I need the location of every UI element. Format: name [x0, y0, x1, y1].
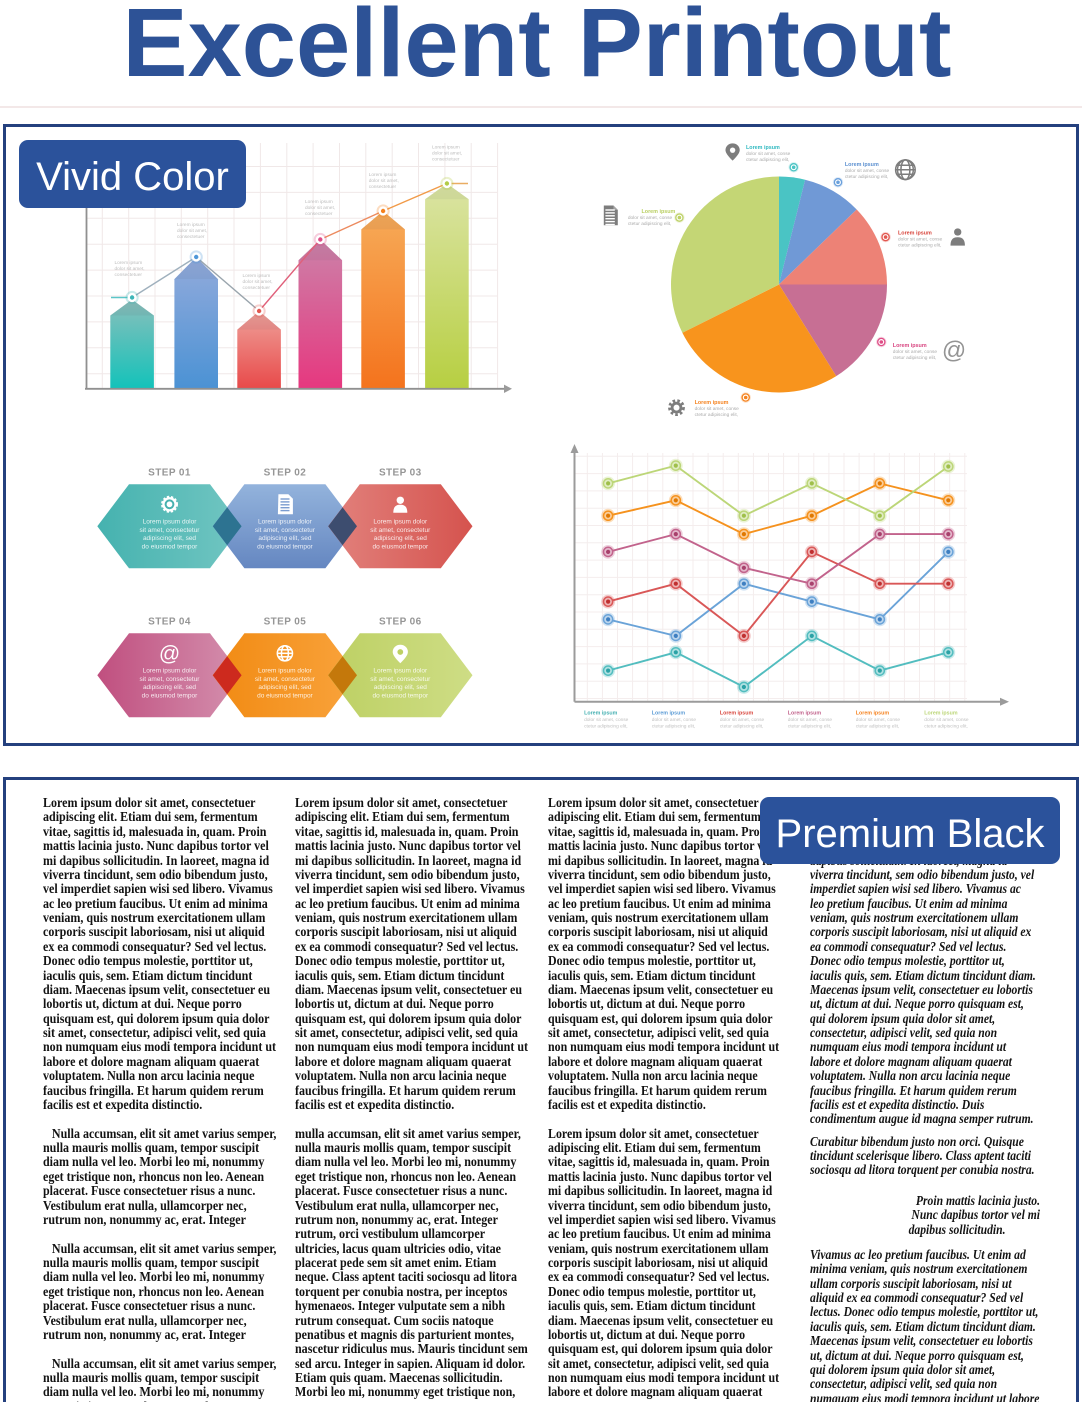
svg-text:adipiscing elit, sed: adipiscing elit, sed: [374, 535, 427, 542]
svg-text:dolor sit amet, conse: dolor sit amet, conse: [924, 717, 969, 723]
svg-text:Lorem ipsum: Lorem ipsum: [856, 711, 890, 717]
svg-text:dolor sit amet, conse: dolor sit amet, conse: [695, 406, 740, 412]
svg-text:dolor sit amet, conse: dolor sit amet, conse: [788, 717, 833, 723]
svg-text:dolor sit amet, conse: dolor sit amet, conse: [652, 717, 697, 723]
svg-text:sit amet, consectetur: sit amet, consectetur: [140, 676, 201, 683]
svg-text:consectetuer: consectetuer: [115, 272, 143, 278]
svg-text:Lorem ipsum: Lorem ipsum: [893, 343, 927, 349]
svg-text:dolor sit amet, conse: dolor sit amet, conse: [893, 349, 938, 355]
svg-text:sit amet, consectetur: sit amet, consectetur: [255, 527, 316, 534]
svg-text:Lorem ipsum: Lorem ipsum: [243, 273, 271, 279]
svg-text:ctetur adipiscing elit,: ctetur adipiscing elit,: [788, 724, 831, 730]
svg-text:STEP 06: STEP 06: [379, 617, 422, 628]
svg-text:STEP 05: STEP 05: [264, 617, 307, 628]
svg-text:adipiscing elit, sed: adipiscing elit, sed: [374, 684, 427, 691]
svg-text:Lorem ipsum dolor: Lorem ipsum dolor: [258, 668, 313, 675]
svg-text:do eiusmod tempor: do eiusmod tempor: [257, 544, 313, 551]
svg-text:dolor sit amet, conse: dolor sit amet, conse: [720, 717, 765, 723]
svg-text:sit amet, consectetur: sit amet, consectetur: [370, 527, 431, 534]
svg-text:consectetuer: consectetuer: [243, 285, 271, 291]
svg-text:ctetur adipiscing elit,: ctetur adipiscing elit,: [746, 157, 789, 163]
svg-text:ctetur adipiscing elit,: ctetur adipiscing elit,: [628, 221, 671, 227]
svg-text:adipiscing elit, sed: adipiscing elit, sed: [258, 535, 311, 542]
svg-text:Lorem ipsum: Lorem ipsum: [305, 199, 333, 205]
svg-text:Lorem ipsum: Lorem ipsum: [584, 711, 618, 717]
svg-text:Lorem ipsum dolor: Lorem ipsum dolor: [143, 519, 198, 526]
svg-text:dolor sit amet,: dolor sit amet,: [305, 205, 335, 211]
svg-text:ctetur adipiscing elit,: ctetur adipiscing elit,: [845, 174, 888, 180]
svg-text:dolor sit amet,: dolor sit amet,: [115, 266, 145, 272]
svg-text:Lorem ipsum: Lorem ipsum: [369, 172, 397, 178]
svg-text:Lorem ipsum dolor: Lorem ipsum dolor: [373, 668, 428, 675]
svg-text:ctetur adipiscing elit,: ctetur adipiscing elit,: [720, 724, 763, 730]
svg-text:dolor sit amet,: dolor sit amet,: [432, 151, 462, 157]
svg-text:do eiusmod tempor: do eiusmod tempor: [372, 544, 428, 551]
svg-text:sit amet, consectetur: sit amet, consectetur: [140, 527, 201, 534]
svg-text:do eiusmod tempor: do eiusmod tempor: [142, 693, 198, 700]
svg-text:STEP 01: STEP 01: [148, 468, 191, 479]
svg-text:STEP 03: STEP 03: [379, 468, 422, 479]
svg-text:Lorem ipsum: Lorem ipsum: [720, 711, 754, 717]
svg-text:STEP 02: STEP 02: [264, 468, 307, 479]
svg-text:Lorem ipsum: Lorem ipsum: [845, 162, 879, 168]
svg-text:dolor sit amet, conse: dolor sit amet, conse: [856, 717, 901, 723]
svg-text:Lorem ipsum dolor: Lorem ipsum dolor: [143, 668, 198, 675]
svg-text:Lorem ipsum: Lorem ipsum: [746, 145, 780, 151]
svg-text:sit amet, consectetur: sit amet, consectetur: [370, 676, 431, 683]
svg-text:ctetur adipiscing elit,: ctetur adipiscing elit,: [695, 412, 738, 418]
svg-text:dolor sit amet, conse: dolor sit amet, conse: [845, 168, 890, 174]
svg-text:do eiusmod tempor: do eiusmod tempor: [372, 693, 428, 700]
svg-text:do eiusmod tempor: do eiusmod tempor: [142, 544, 198, 551]
svg-text:sit amet, consectetur: sit amet, consectetur: [255, 676, 316, 683]
svg-text:Lorem ipsum: Lorem ipsum: [695, 400, 729, 406]
svg-text:Lorem ipsum: Lorem ipsum: [652, 711, 686, 717]
svg-text:dolor sit amet, conse: dolor sit amet, conse: [584, 717, 629, 723]
svg-text:consectetuer: consectetuer: [369, 184, 397, 190]
svg-text:ctetur adipiscing elit,: ctetur adipiscing elit,: [893, 355, 936, 361]
svg-text:ctetur adipiscing elit,: ctetur adipiscing elit,: [924, 724, 967, 730]
svg-text:Lorem ipsum: Lorem ipsum: [898, 231, 932, 237]
svg-text:dolor sit amet, conse: dolor sit amet, conse: [746, 151, 791, 157]
svg-text:ctetur adipiscing elit,: ctetur adipiscing elit,: [856, 724, 899, 730]
svg-text:STEP 04: STEP 04: [148, 617, 191, 628]
svg-text:Lorem ipsum: Lorem ipsum: [788, 711, 822, 717]
svg-text:consectetuer: consectetuer: [177, 234, 205, 240]
svg-text:dolor sit amet, conse: dolor sit amet, conse: [898, 237, 943, 243]
svg-text:adipiscing elit, sed: adipiscing elit, sed: [143, 684, 196, 691]
svg-text:@: @: [159, 642, 180, 665]
svg-text:Lorem ipsum: Lorem ipsum: [115, 260, 143, 266]
svg-text:consectetuer: consectetuer: [432, 157, 460, 163]
svg-text:Lorem ipsum: Lorem ipsum: [177, 222, 205, 228]
svg-text:dolor sit amet,: dolor sit amet,: [243, 279, 273, 285]
svg-text:adipiscing elit, sed: adipiscing elit, sed: [143, 535, 196, 542]
svg-text:@: @: [942, 337, 966, 364]
svg-text:ctetur adipiscing elit,: ctetur adipiscing elit,: [584, 724, 627, 730]
svg-text:Lorem ipsum: Lorem ipsum: [432, 145, 460, 151]
svg-text:Lorem ipsum: Lorem ipsum: [924, 711, 958, 717]
svg-text:adipiscing elit, sed: adipiscing elit, sed: [258, 684, 311, 691]
svg-text:Lorem ipsum dolor: Lorem ipsum dolor: [373, 519, 428, 526]
svg-text:consectetuer: consectetuer: [305, 211, 333, 217]
svg-text:dolor sit amet,: dolor sit amet,: [369, 178, 399, 184]
svg-text:do eiusmod tempor: do eiusmod tempor: [257, 693, 313, 700]
svg-text:ctetur adipiscing elit,: ctetur adipiscing elit,: [652, 724, 695, 730]
svg-text:ctetur adipiscing elit,: ctetur adipiscing elit,: [898, 243, 941, 249]
svg-text:dolor sit amet,: dolor sit amet,: [177, 228, 207, 234]
svg-text:Lorem ipsum dolor: Lorem ipsum dolor: [258, 519, 313, 526]
svg-text:dolor sit amet, conse: dolor sit amet, conse: [628, 215, 673, 221]
svg-text:Lorem ipsum: Lorem ipsum: [642, 209, 676, 215]
